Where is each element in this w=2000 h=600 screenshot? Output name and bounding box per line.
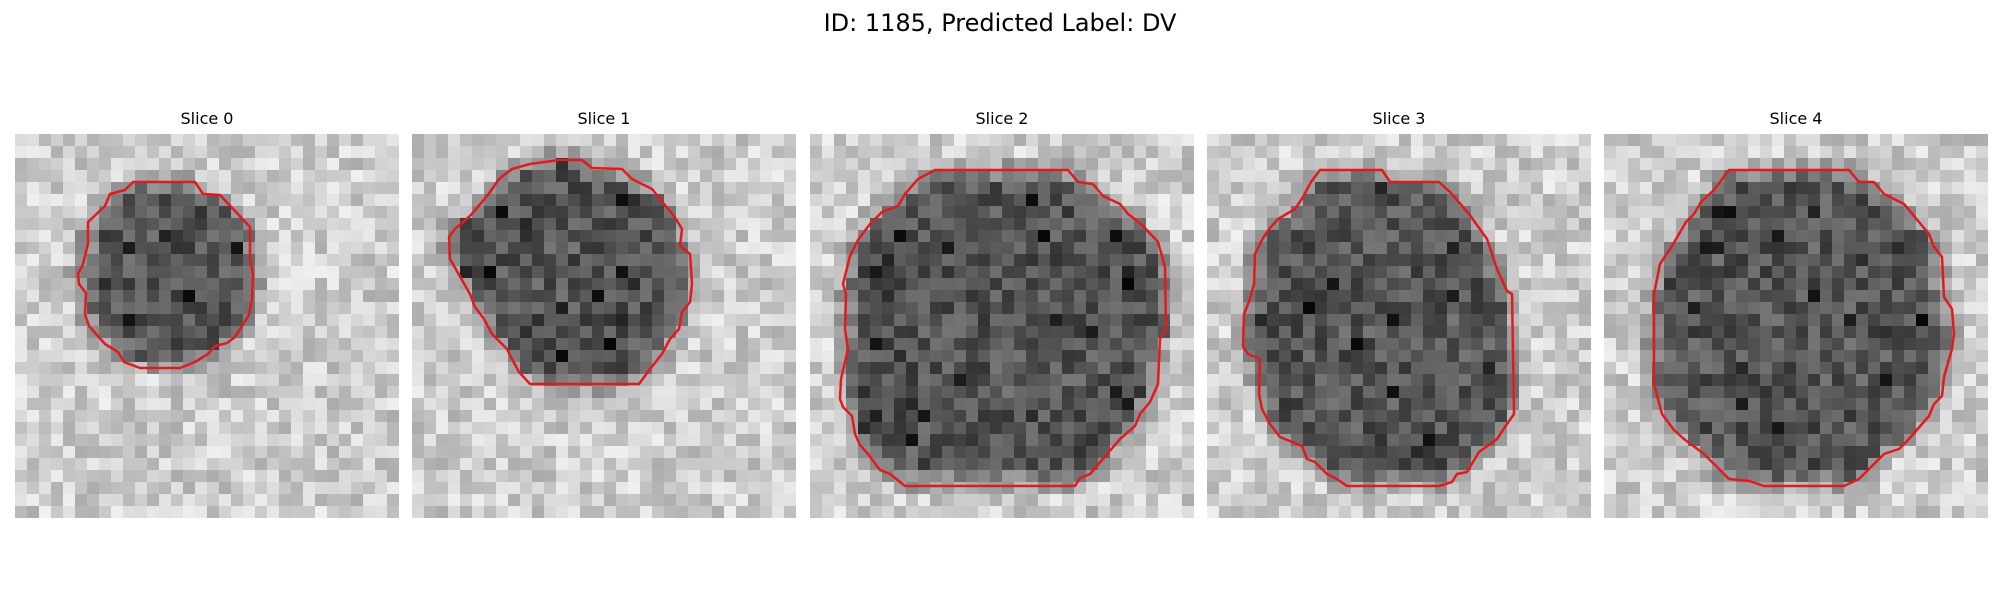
slice-image-3 [1207,134,1591,518]
segmentation-outline [1241,168,1516,488]
slice-panel-1: Slice 1 [412,104,796,520]
slice-image-0 [15,134,399,518]
slice-image-2 [810,134,1194,518]
pixel-grid [15,134,399,518]
pixel-grid [1604,134,1988,518]
slice-panel-4: Slice 4 [1604,104,1988,520]
pixel-grid [810,134,1194,518]
pixel-grid [1207,134,1591,518]
segmentation-outline [447,158,694,386]
pixel-grid [412,134,796,518]
slice-panel-3: Slice 3 [1207,104,1591,520]
slice-image-1 [412,134,796,518]
slice-title-1: Slice 1 [577,109,631,128]
slice-title-2: Slice 2 [975,109,1029,128]
slice-title-0: Slice 0 [180,109,234,128]
figure-title: ID: 1185, Predicted Label: DV [823,9,1177,37]
slice-panel-2: Slice 2 [810,104,1194,520]
segmentation-outline [838,168,1168,488]
slice-image-4 [1604,134,1988,518]
slice-title-4: Slice 4 [1769,109,1823,128]
slice-panel-0: Slice 0 [15,104,399,520]
slice-title-3: Slice 3 [1372,109,1426,128]
segmentation-outline [1652,168,1956,488]
segmentation-outline [76,180,255,370]
